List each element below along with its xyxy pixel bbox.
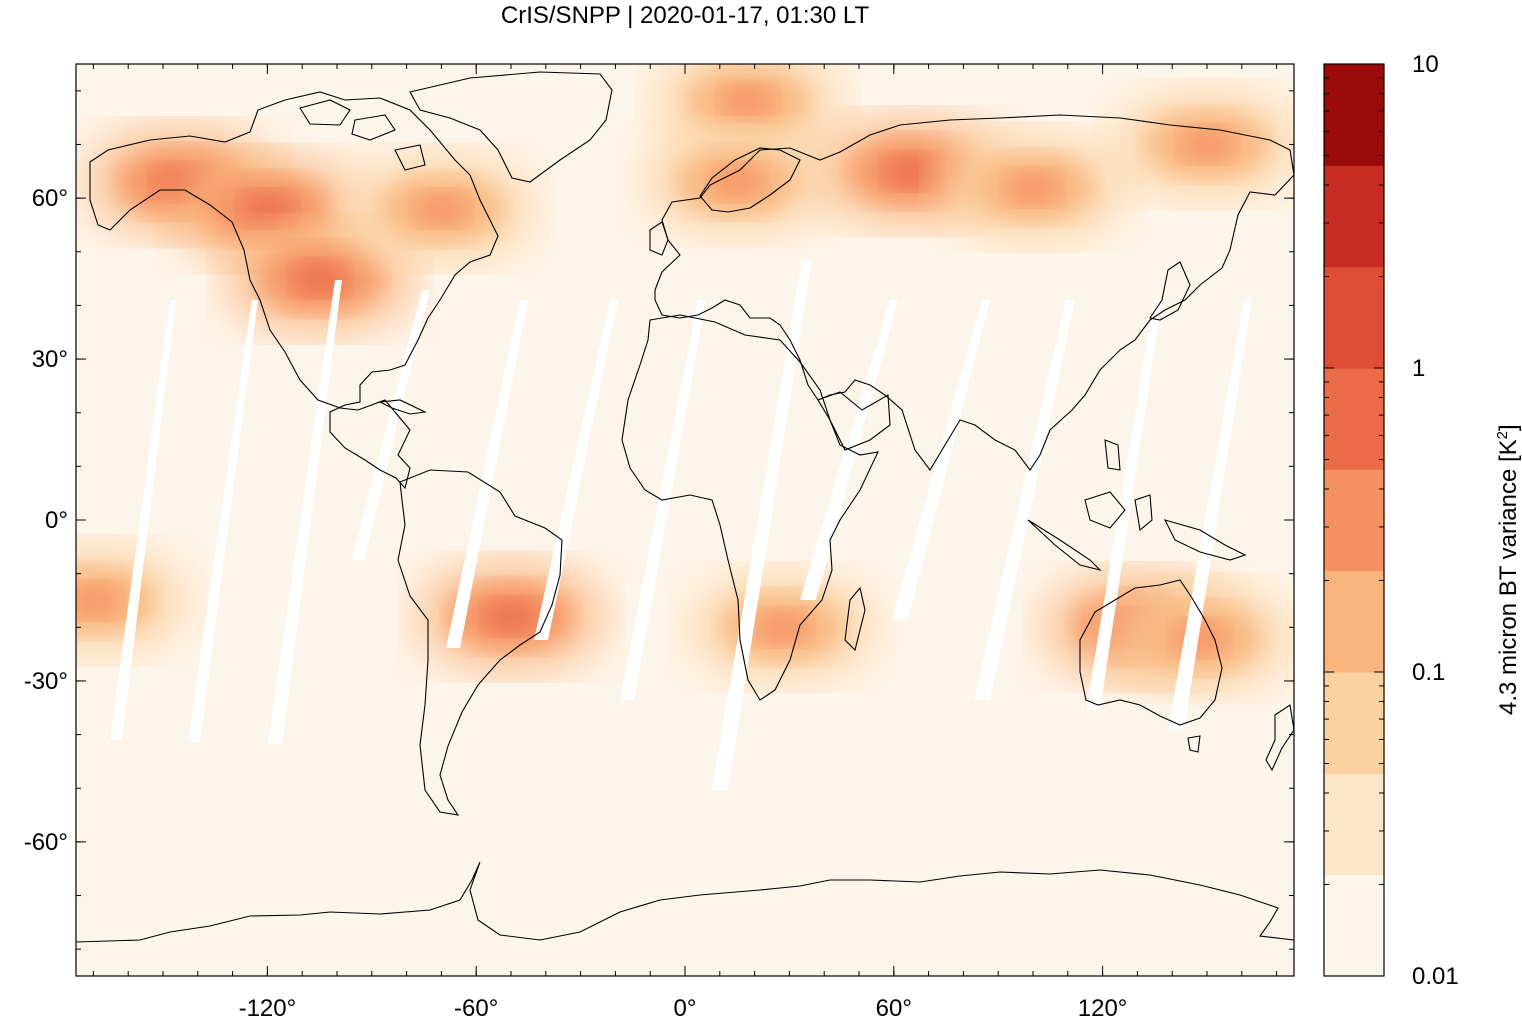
colorbar-tick-label: 0.1 [1412,659,1445,686]
colorbar-segment [1324,469,1384,572]
colorbar-segment [1324,570,1384,673]
hotspot-central-siberia [938,132,1128,243]
colorbar-segment [1324,266,1384,369]
colorbar-tick-label: 10 [1412,51,1439,78]
hotspot-northern-great-plains [224,223,415,334]
hotspot-east-australia [1105,583,1294,694]
colorbar-frame [1323,63,1385,977]
colorbar-tick-label: 0.01 [1412,963,1459,990]
hotspot-south-pacific [76,545,189,656]
map-title: CrIS/SNPP | 2020-01-17, 01:30 LT [500,2,870,29]
lon-tick-label: -60° [454,995,498,1020]
hotspot-hudson-bay [346,153,537,264]
colorbar-label: 4.3 micron BT variance [K2] [1494,424,1522,715]
lon-tick-label: -120° [239,995,297,1020]
colorbar-segment [1324,773,1384,876]
hotspot-southern-africa [687,572,878,683]
lat-tick-label: 60° [32,185,68,212]
lat-tick-label: -30° [24,668,68,695]
variance-field [76,64,1294,694]
lat-tick-label: -60° [24,829,68,856]
colorbar: 10 1 0.1 0.01 [1323,51,1459,990]
lon-tick-label: 0° [674,995,697,1020]
lon-tick-label: 60° [876,995,912,1020]
colorbar-tick-label: 1 [1412,355,1425,382]
map-axes: -120° -60° 0° 60° 120° 60° 30° 0° -30° -60° [24,64,1294,1020]
colorbar-segment [1324,672,1384,774]
hotspot-scandinavia [642,127,833,238]
coastlines [76,71,1294,943]
colorbar-segment [1324,165,1384,268]
hotspot-east-siberia [1112,89,1294,200]
colorbar-segment [1324,368,1384,470]
hotspot-central-south-america [416,561,606,672]
lat-tick-label: 0° [45,507,68,534]
colorbar-segment [1324,64,1384,166]
lon-tick-label: 120° [1078,995,1128,1020]
lat-tick-label: 30° [32,346,68,373]
colorbar-segment [1324,874,1384,977]
